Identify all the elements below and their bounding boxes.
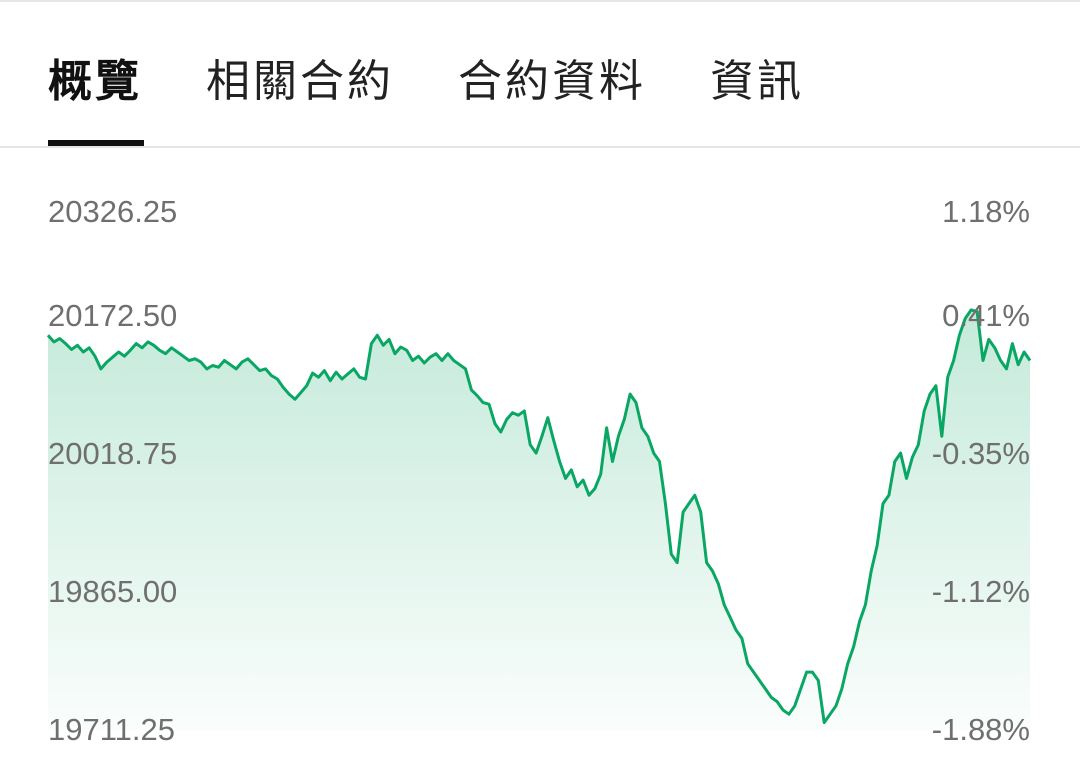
y-tick-left-4: 19711.25 xyxy=(48,712,175,747)
tab-related-contracts[interactable]: 相關合約 xyxy=(206,56,394,107)
tab-news[interactable]: 資訊 xyxy=(710,56,804,107)
y-tick-left-3: 19865.00 xyxy=(48,574,177,609)
y-tick-left-1: 20172.50 xyxy=(48,298,177,333)
tab-overview[interactable]: 概覽 xyxy=(48,56,142,107)
tab-contract-info[interactable]: 合約資料 xyxy=(458,56,646,107)
y-tick-right-4: -1.88% xyxy=(932,712,1030,747)
top-divider xyxy=(0,0,1080,2)
tab-bar: 概覽 相關合約 合約資料 資訊 xyxy=(0,0,1080,148)
active-tab-indicator xyxy=(48,140,144,146)
y-tick-right-2: -0.35% xyxy=(932,436,1030,471)
price-line xyxy=(46,308,1032,725)
y-tick-right-0: 1.18% xyxy=(942,194,1030,229)
y-tick-left-2: 20018.75 xyxy=(48,436,177,471)
y-tick-right-3: -1.12% xyxy=(932,574,1030,609)
y-tick-left-0: 20326.25 xyxy=(48,194,177,229)
y-tick-right-1: 0.41% xyxy=(942,298,1030,333)
price-area-fill xyxy=(48,309,1030,730)
